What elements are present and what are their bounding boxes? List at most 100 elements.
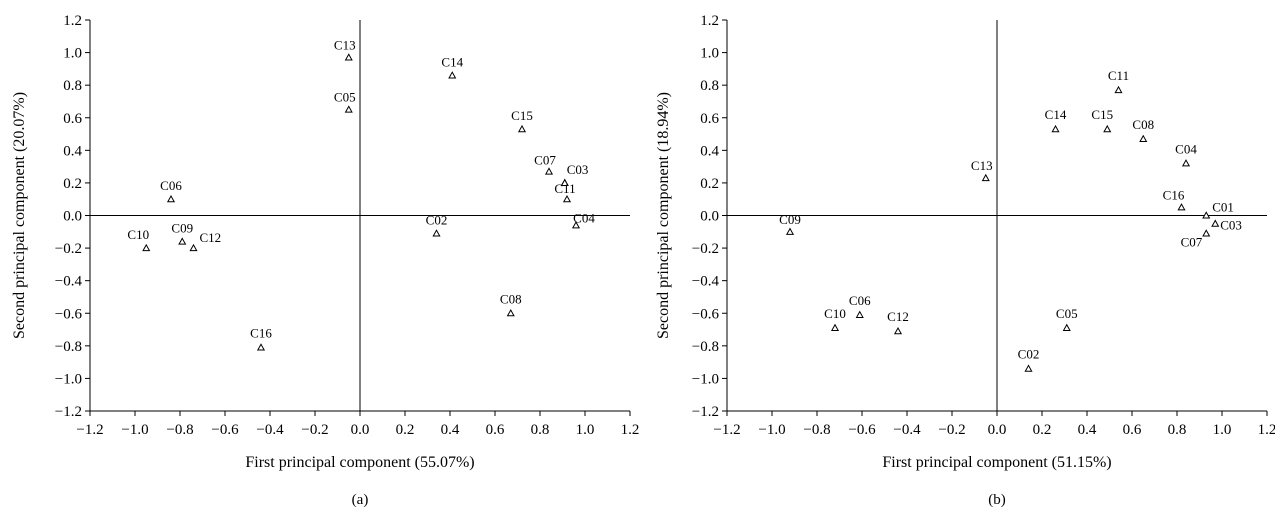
data-point-c07 <box>544 167 554 175</box>
point-label-c12: C12 <box>200 230 222 245</box>
point-label-c06: C06 <box>160 178 182 193</box>
y-axis-title: Second principal component (18.94%) <box>655 92 672 339</box>
data-point-c09 <box>785 227 795 235</box>
data-point-c15 <box>517 124 527 133</box>
point-label-c15: C15 <box>511 108 533 123</box>
x-tick-label: 1.0 <box>1213 422 1232 438</box>
panel-a: −1.2 −1.0 −0.8 −0.6 −0.4 −0.2 0.0 0.2 0.4 0.6 0.8 1… <box>11 13 639 508</box>
data-point-c08 <box>1139 134 1148 142</box>
point-label-c11: C11 <box>1108 68 1129 83</box>
point-label-c14: C14 <box>1045 107 1067 122</box>
point-label-c08: C08 <box>1132 117 1154 132</box>
panel-label: (a) <box>352 492 369 508</box>
point-label-c04: C04 <box>573 210 595 225</box>
data-point-c01 <box>1202 211 1211 219</box>
point-label-c09: C09 <box>171 221 193 236</box>
y-tick-label: −0.2 <box>55 241 82 257</box>
y-tick-label: 0.4 <box>700 143 719 159</box>
x-tick-label: 0.0 <box>988 422 1007 438</box>
y-tick-label: 0.6 <box>63 111 82 127</box>
x-tick-label: −1.0 <box>758 422 785 438</box>
point-label-c13: C13 <box>334 37 356 52</box>
y-tick-label: 1.2 <box>700 13 719 29</box>
panel-b: −1.2 −1.0 −0.8 −0.6 −0.4 −0.2 0.0 0.2 0.4 0.6 0.8 1… <box>655 13 1275 508</box>
data-point-c15 <box>1103 124 1112 133</box>
point-label-c13: C13 <box>971 158 993 173</box>
data-point-c12 <box>893 326 903 335</box>
data-point-c11 <box>1114 85 1123 94</box>
y-tick-label: 0.4 <box>63 143 82 159</box>
y-tick-label: −0.6 <box>692 306 720 322</box>
data-point-c04 <box>571 221 581 229</box>
point-label-c03: C03 <box>1220 218 1242 233</box>
point-label-c12: C12 <box>887 309 909 324</box>
x-tick-label: −0.4 <box>893 422 921 438</box>
point-label-c08: C08 <box>500 291 522 306</box>
x-tick-label: −1.0 <box>121 422 148 438</box>
data-point-c11 <box>562 194 572 203</box>
point-label-c05: C05 <box>334 90 356 105</box>
data-point-c14 <box>1051 124 1060 133</box>
y-tick-label: 1.0 <box>63 46 82 62</box>
data-point-c04 <box>1181 159 1191 167</box>
point-label-c14: C14 <box>441 54 463 69</box>
data-point-c05 <box>344 105 353 113</box>
point-label-c09: C09 <box>779 212 801 227</box>
data-point-c10 <box>142 243 151 252</box>
y-tick-label: 0.2 <box>63 176 82 192</box>
point-label-c04: C04 <box>1175 141 1197 156</box>
point-label-c07: C07 <box>1181 234 1203 249</box>
x-tick-label: 0.6 <box>486 422 505 438</box>
x-tick-label: −0.6 <box>848 422 876 438</box>
data-point-c05 <box>1062 323 1071 331</box>
y-tick-label: 0.0 <box>700 209 719 225</box>
x-tick-label: −1.2 <box>713 422 740 438</box>
data-point-c16 <box>1177 203 1186 211</box>
y-tick-label: 0.0 <box>63 209 82 225</box>
data-point-c03 <box>560 178 569 186</box>
x-tick-label: 1.2 <box>621 422 640 438</box>
y-tick-label: −0.4 <box>55 274 83 290</box>
x-tick-label: −0.4 <box>256 422 284 438</box>
x-tick-label: −0.8 <box>166 422 193 438</box>
x-tick-label: 0.4 <box>441 422 460 438</box>
data-point-c13 <box>981 173 990 182</box>
x-tick-label: −1.2 <box>76 422 103 438</box>
data-point-c12 <box>189 243 198 252</box>
y-tick-label: 0.8 <box>700 78 719 94</box>
y-tick-label: 0.8 <box>63 78 82 94</box>
y-tick-label: −0.8 <box>692 339 719 355</box>
point-label-c02: C02 <box>426 212 448 227</box>
point-label-c06: C06 <box>849 293 871 308</box>
data-point-c06 <box>855 310 864 318</box>
data-point-c07 <box>1202 229 1211 237</box>
x-tick-label: −0.6 <box>211 422 239 438</box>
x-tick-label: 0.2 <box>1033 422 1052 438</box>
data-point-c08 <box>506 309 515 317</box>
data-point-c09 <box>178 237 187 245</box>
x-tick-label: 1.0 <box>576 422 595 438</box>
y-tick-label: −1.0 <box>55 371 82 387</box>
point-label-c03: C03 <box>567 162 589 177</box>
data-point-c13 <box>344 53 353 61</box>
y-axis-title: Second principal component (20.07%) <box>11 92 28 339</box>
x-tick-label: 0.6 <box>1123 422 1142 438</box>
x-tick-label: 0.0 <box>351 422 370 438</box>
x-tick-label: 0.8 <box>531 422 550 438</box>
x-tick-label: −0.2 <box>301 422 328 438</box>
point-label-c02: C02 <box>1018 347 1040 362</box>
x-axis-title: First principal component (51.15%) <box>882 454 1111 471</box>
x-tick-label: 0.2 <box>396 422 415 438</box>
data-point-c10 <box>830 323 840 331</box>
point-label-c11: C11 <box>554 181 575 196</box>
y-tick-label: −1.2 <box>692 404 719 420</box>
y-tick-label: −0.4 <box>692 274 720 290</box>
y-tick-label: 1.2 <box>63 13 82 29</box>
y-tick-label: 0.2 <box>700 176 719 192</box>
y-tick-label: −0.8 <box>55 339 82 355</box>
x-axis-title: First principal component (55.07%) <box>245 454 474 471</box>
point-label-c07: C07 <box>534 153 556 168</box>
x-tick-label: 1.2 <box>1258 422 1275 438</box>
point-label-c16: C16 <box>250 325 272 340</box>
